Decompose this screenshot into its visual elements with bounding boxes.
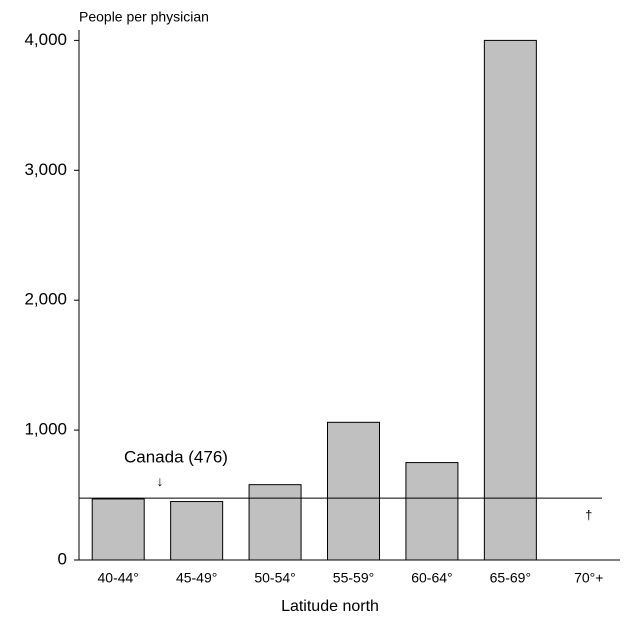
bar bbox=[327, 421, 380, 561]
y-tick-label: 2,000 bbox=[24, 290, 67, 309]
y-tick-label: 0 bbox=[58, 549, 67, 568]
x-tick-label: 55-59° bbox=[333, 570, 374, 586]
reference-label: Canada (476) bbox=[124, 448, 228, 467]
bar bbox=[248, 484, 302, 561]
reference-arrow: ↓ bbox=[157, 473, 164, 489]
x-tick-label: 45-49° bbox=[176, 570, 217, 586]
missing-marker: † bbox=[585, 507, 592, 522]
x-tick-label: 65-69° bbox=[490, 570, 531, 586]
bar bbox=[91, 498, 145, 561]
x-tick-label: 60-64° bbox=[411, 570, 452, 586]
y-tick-label: 3,000 bbox=[24, 160, 67, 179]
x-tick-label: 40-44° bbox=[98, 570, 139, 586]
bar bbox=[405, 462, 459, 561]
y-tick-label: 1,000 bbox=[24, 420, 67, 439]
x-tick-label: 70°+ bbox=[574, 570, 603, 586]
bar bbox=[483, 39, 537, 561]
y-axis-label: People per physician bbox=[79, 9, 209, 25]
x-axis-label: Latitude north bbox=[281, 598, 379, 615]
x-tick-label: 50-54° bbox=[254, 570, 295, 586]
y-tick-label: 4,000 bbox=[24, 30, 67, 49]
bar bbox=[170, 501, 224, 561]
